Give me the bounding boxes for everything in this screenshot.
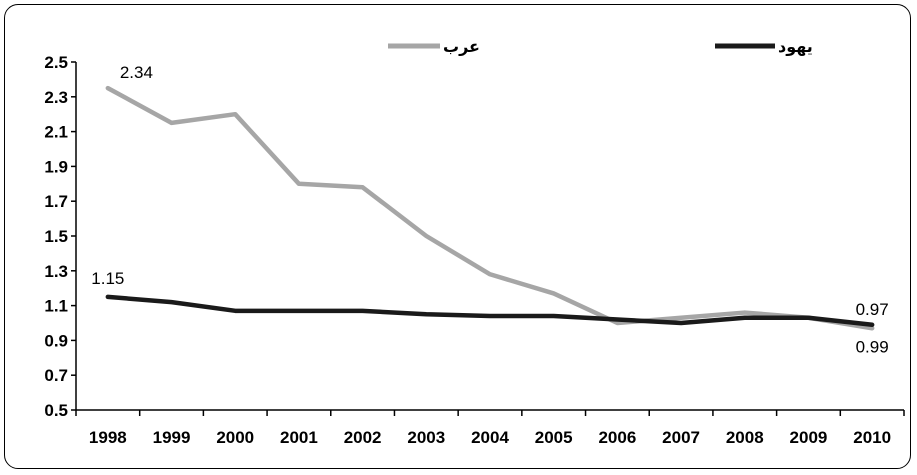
- legend-label: يهود: [778, 37, 813, 56]
- x-tick-label: 1998: [89, 428, 127, 447]
- series-layer: [105, 85, 875, 331]
- x-tick-label: 2007: [662, 428, 700, 447]
- data-label: 0.97: [856, 300, 889, 319]
- y-tick-label: 1.7: [44, 192, 68, 211]
- y-tick-label: 0.9: [44, 331, 68, 350]
- x-tick-label: 1999: [153, 428, 191, 447]
- x-tick-label: 2002: [344, 428, 382, 447]
- x-tick-label: 2005: [535, 428, 573, 447]
- axes: 0.5 0.7 0.9 1.1 1.3 1.5 1.7 1.9 2.1 2.3 2.5 1998 199…: [44, 53, 905, 447]
- y-tick-label: 1.1: [44, 297, 68, 316]
- y-tick-label: 0.5: [44, 401, 68, 420]
- x-tick-label: 2003: [407, 428, 445, 447]
- y-tick-label: 1.5: [44, 227, 68, 246]
- data-label: 1.15: [91, 269, 124, 288]
- x-tick-label: 2008: [726, 428, 764, 447]
- data-label: 0.99: [856, 338, 889, 357]
- legend-label: عرب: [443, 37, 480, 56]
- y-tick-label: 2.1: [44, 123, 68, 142]
- legend: عرب يهود: [388, 37, 813, 56]
- x-tick-label: 2006: [598, 428, 636, 447]
- y-tick-label: 1.9: [44, 157, 68, 176]
- y-tick-label: 2.3: [44, 88, 68, 107]
- series-line-arab: [105, 85, 875, 331]
- data-label: 2.34: [120, 63, 153, 82]
- x-tick-label: 2009: [790, 428, 828, 447]
- y-tick-label: 0.7: [44, 366, 68, 385]
- x-tick-label: 2001: [280, 428, 318, 447]
- chart-frame: [4, 4, 911, 469]
- y-tick-label: 2.5: [44, 53, 68, 72]
- series-line-jewish: [105, 294, 875, 327]
- x-tick-label: 2000: [216, 428, 254, 447]
- x-tick-label: 2004: [471, 428, 509, 447]
- y-tick-label: 1.3: [44, 262, 68, 281]
- x-tick-label: 2010: [853, 428, 891, 447]
- data-labels: 2.34 1.15 0.97 0.99: [91, 63, 888, 357]
